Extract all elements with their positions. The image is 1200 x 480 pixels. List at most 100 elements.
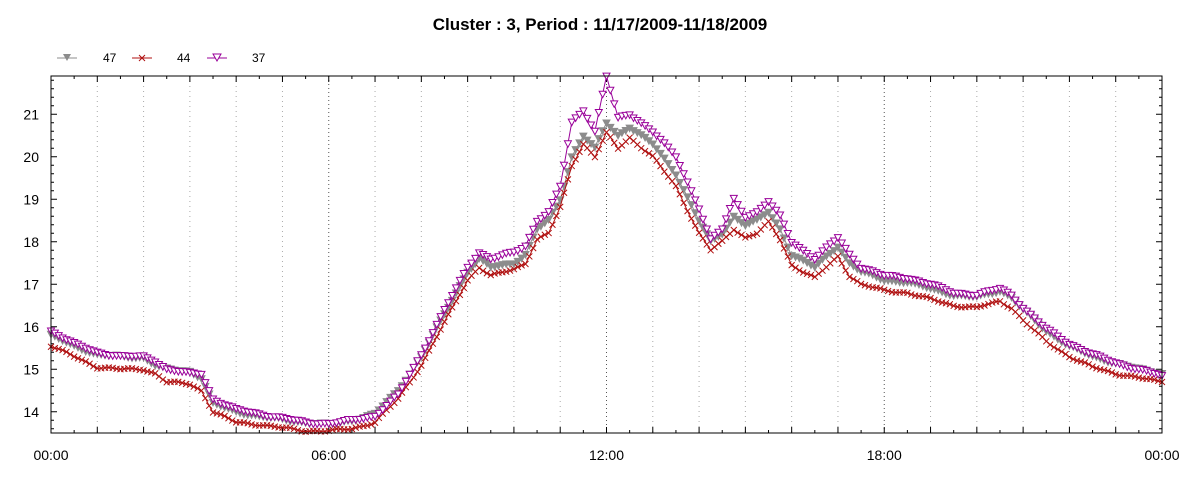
- data-point: [540, 211, 550, 220]
- data-point: [942, 299, 950, 307]
- data-point: [559, 161, 569, 170]
- data-point: [950, 302, 958, 310]
- data-point: [715, 240, 722, 248]
- data-point: [807, 271, 815, 279]
- data-point: [200, 379, 210, 388]
- data-point: [849, 255, 858, 264]
- data-point: [648, 140, 658, 149]
- data-point: [663, 143, 673, 152]
- data-point: [374, 409, 384, 418]
- data-point: [1031, 327, 1039, 334]
- data-point: [598, 127, 607, 136]
- data-point: [209, 409, 217, 416]
- data-point: [467, 259, 476, 268]
- data-point: [483, 269, 491, 277]
- data-point: [833, 243, 843, 252]
- data-point: [55, 345, 63, 353]
- data-point: [652, 145, 661, 154]
- data-point: [460, 284, 468, 292]
- data-point: [1073, 357, 1081, 364]
- data-point: [456, 291, 464, 299]
- data-point: [443, 299, 453, 308]
- data-point: [784, 253, 792, 260]
- data-point: [416, 351, 426, 360]
- data-point: [923, 293, 931, 301]
- data-point: [475, 264, 483, 272]
- data-point: [555, 182, 565, 191]
- data-point: [688, 215, 695, 223]
- data-point: [567, 118, 577, 127]
- data-point: [444, 310, 452, 318]
- data-point: [729, 194, 739, 203]
- data-point: [1100, 366, 1108, 374]
- x-tick-label: 12:00: [589, 447, 624, 463]
- data-point: [695, 229, 703, 237]
- data-point: [525, 253, 533, 260]
- data-point: [397, 384, 407, 393]
- data-point: [721, 215, 731, 224]
- data-point: [378, 406, 388, 415]
- data-point: [810, 263, 820, 272]
- data-point: [567, 153, 577, 162]
- data-point: [522, 260, 529, 268]
- data-point: [602, 119, 611, 128]
- data-point: [409, 363, 418, 372]
- data-point: [684, 207, 691, 215]
- data-point: [663, 160, 673, 169]
- y-tick-label: 21: [23, 106, 39, 122]
- data-point: [760, 211, 770, 220]
- data-point: [1112, 370, 1120, 378]
- data-point: [575, 110, 584, 119]
- data-point: [607, 133, 614, 141]
- data-point: [572, 155, 579, 163]
- data-point: [244, 419, 252, 427]
- y-tick-label: 16: [23, 319, 39, 335]
- data-point: [518, 262, 525, 269]
- data-point: [74, 355, 82, 362]
- data-point: [132, 365, 140, 373]
- data-point: [401, 377, 411, 386]
- data-point: [641, 147, 649, 155]
- data-point: [861, 281, 869, 289]
- data-point: [1154, 377, 1162, 385]
- data-point: [837, 248, 847, 257]
- data-point: [1050, 343, 1058, 351]
- data-point: [977, 303, 985, 310]
- data-point: [452, 297, 460, 305]
- data-point: [370, 412, 380, 421]
- data-point: [690, 196, 700, 205]
- data-point: [877, 285, 884, 292]
- data-point: [517, 245, 526, 254]
- data-point: [725, 204, 735, 214]
- data-point: [814, 259, 824, 268]
- data-point: [51, 344, 59, 352]
- y-tick-label: 18: [23, 234, 39, 250]
- axes: 00:00 06:00 12:00 18:00 00:00 14 15 16 17 18 19 20 2…: [23, 76, 1180, 463]
- data-point: [803, 270, 811, 278]
- data-point: [1093, 364, 1100, 372]
- data-point: [86, 360, 93, 368]
- data-point: [532, 217, 542, 226]
- data-point: [563, 140, 573, 149]
- grid: [96, 76, 1117, 433]
- data-point: [946, 300, 954, 308]
- data-point: [529, 244, 537, 252]
- data-point: [78, 356, 86, 364]
- x-tick-label: 00:00: [33, 447, 68, 463]
- data-point: [822, 243, 831, 252]
- data-point: [432, 320, 442, 329]
- data-point: [649, 152, 657, 160]
- data-point: [730, 226, 738, 234]
- data-point: [613, 131, 623, 140]
- x-tick-label: 18:00: [867, 447, 902, 463]
- data-point: [1077, 358, 1085, 365]
- data-point: [775, 211, 785, 220]
- data-point: [694, 205, 704, 214]
- data-point: [737, 207, 746, 216]
- data-point: [609, 127, 619, 136]
- data-point: [186, 381, 194, 389]
- data-point: [818, 247, 827, 256]
- data-point: [687, 201, 696, 210]
- data-point: [579, 132, 588, 141]
- data-point: [63, 348, 70, 356]
